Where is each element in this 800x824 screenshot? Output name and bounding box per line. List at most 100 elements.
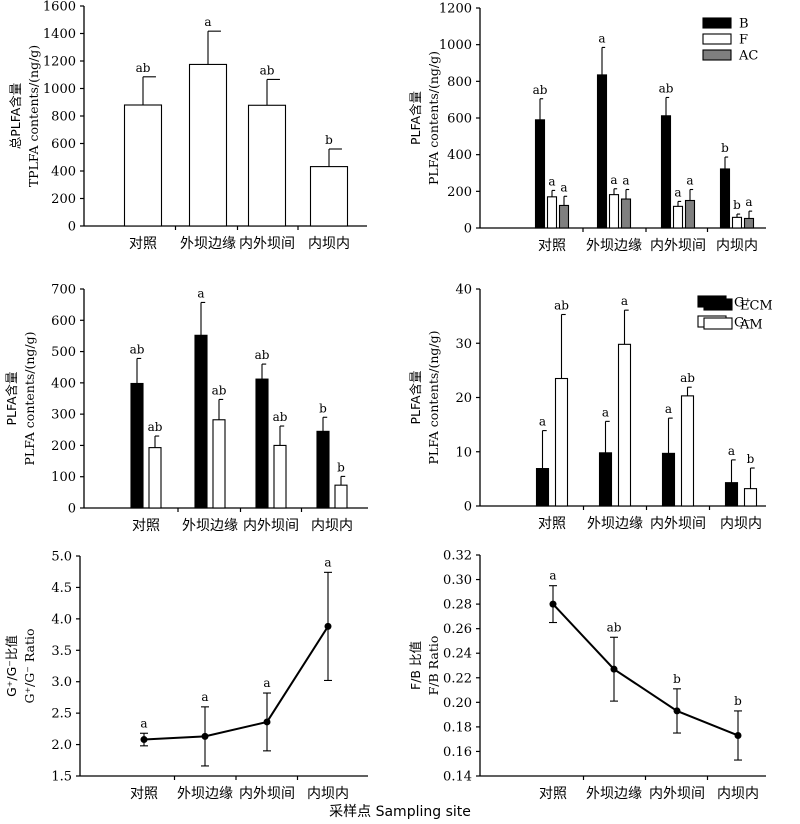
data-point <box>610 665 618 673</box>
x-category-label: 内坝内 <box>308 236 350 252</box>
legend-label: B <box>739 17 749 32</box>
y-tick-label: 4.5 <box>51 581 72 596</box>
y-tick-label: 40 <box>455 283 472 298</box>
legend-swatch <box>703 317 733 330</box>
x-category-label: 内坝内 <box>717 786 759 802</box>
y-tick-label: 10 <box>455 445 472 460</box>
legend-label: G⁻ <box>734 316 751 331</box>
bar-AM-0 <box>554 377 569 507</box>
data-point <box>140 736 148 744</box>
significance-label: b <box>337 460 345 474</box>
bar-ECM-0 <box>535 468 550 507</box>
y-tick-label: 400 <box>51 376 76 391</box>
y-tick-label: 1200 <box>439 2 472 17</box>
y-axis-title-zh: PLFA含量 <box>408 370 423 424</box>
y-axis-title-en: PLFA contents/(ng/g) <box>22 331 37 465</box>
x-category-label: 外坝边缘 <box>586 238 642 254</box>
y-axis-title-en: F/B Ratio <box>426 636 441 696</box>
x-category-label: 内外坝间 <box>239 236 295 252</box>
significance-label: ab <box>260 63 275 77</box>
significance-label: ab <box>273 410 288 424</box>
bar-F-1 <box>608 194 620 229</box>
y-tick-label: 1400 <box>43 27 76 42</box>
y-tick-label: 1600 <box>43 0 76 15</box>
x-category-label: 内外坝间 <box>650 238 706 254</box>
x-category-label: 内外坝间 <box>649 786 705 802</box>
bar-G⁺-1 <box>194 334 208 509</box>
significance-label: ab <box>533 83 548 97</box>
bar-ECM-2 <box>661 452 676 507</box>
data-point <box>324 622 332 630</box>
significance-label: b <box>747 452 755 466</box>
y-tick-label: 0.18 <box>443 720 472 735</box>
significance-label: ab <box>148 420 163 434</box>
x-category-label: 内坝内 <box>311 518 353 534</box>
bar-G⁻-1 <box>212 419 226 509</box>
y-tick-label: 600 <box>51 314 76 329</box>
y-axis-title-zh: F/B 比值 <box>408 641 423 690</box>
y-tick-label: 0.16 <box>443 745 472 760</box>
significance-label: a <box>197 286 204 300</box>
legend-label: F <box>739 33 748 48</box>
y-tick-label: 600 <box>51 137 76 152</box>
significance-label: ab <box>554 298 569 312</box>
bar-total-3 <box>309 166 349 227</box>
bar-AC-0 <box>558 204 570 229</box>
significance-label: a <box>539 415 546 429</box>
x-category-label: 内外坝间 <box>650 516 706 532</box>
significance-label: a <box>665 402 672 416</box>
y-tick-label: 3.5 <box>51 644 72 659</box>
significance-label: a <box>598 31 605 45</box>
y-tick-label: 0.22 <box>443 671 472 686</box>
x-category-label: 外坝边缘 <box>587 516 643 532</box>
y-axis-title-zh: G⁺/G⁻比值 <box>4 635 19 697</box>
y-tick-label: 0.14 <box>443 770 472 785</box>
bar-AM-1 <box>617 343 632 507</box>
y-tick-label: 100 <box>51 470 76 485</box>
y-tick-label: 600 <box>447 112 472 127</box>
y-tick-label: 0.20 <box>443 696 472 711</box>
y-tick-label: 0.24 <box>443 647 472 662</box>
legend-label: G⁺ <box>734 296 751 311</box>
y-tick-label: 500 <box>51 345 76 360</box>
bar-G⁻-0 <box>148 447 162 509</box>
significance-label: a <box>622 174 629 188</box>
significance-label: b <box>734 694 742 708</box>
x-axis-footer-title: 采样点 Sampling site <box>329 804 471 820</box>
x-category-label: 外坝边缘 <box>182 518 238 534</box>
bar-AM-2 <box>680 395 695 507</box>
significance-label: ab <box>659 81 674 95</box>
y-tick-label: 0.26 <box>443 622 472 637</box>
legend-swatch <box>702 49 732 61</box>
chart-panel-fb-ratio: 0.14 0.16 0.18 0.20 0.22 0.24 0.26 0.28 0.30 0.32… <box>408 549 766 802</box>
legend-label: ECM <box>740 299 773 314</box>
x-category-label: 内坝内 <box>307 786 349 802</box>
y-tick-label: 1000 <box>43 82 76 97</box>
y-tick-label: 1.5 <box>51 770 72 785</box>
x-category-label: 外坝边缘 <box>180 236 236 252</box>
significance-label: a <box>686 174 693 188</box>
bar-B-0 <box>534 119 546 229</box>
y-tick-label: 5.0 <box>51 550 72 565</box>
y-axis-title-zh: PLFA含量 <box>408 91 423 145</box>
data-point <box>549 600 557 608</box>
chart-panel-plfa-groups: 0 200 400 600 800 1000 1200 对照 外坝边缘 内外坝间 内坝内 PLFA含量… <box>408 2 766 254</box>
bar-G⁺-2 <box>255 378 269 509</box>
x-category-label: 对照 <box>538 516 566 532</box>
y-tick-label: 1000 <box>439 38 472 53</box>
data-point <box>734 731 742 739</box>
significance-label: a <box>204 15 211 29</box>
y-axis-title-en: PLFA contents/(ng/g) <box>426 330 441 464</box>
series-line <box>552 603 739 737</box>
significance-label: b <box>319 401 327 415</box>
significance-label: b <box>733 198 741 212</box>
data-point <box>201 732 209 740</box>
legend-label: AM <box>739 318 763 333</box>
bar-total-0 <box>123 104 163 227</box>
significance-label: ab <box>136 61 151 75</box>
bar-B-1 <box>596 74 608 229</box>
y-tick-label: 4.0 <box>51 612 72 627</box>
x-category-label: 内外坝间 <box>243 518 299 534</box>
bar-G⁻-2 <box>273 444 287 509</box>
